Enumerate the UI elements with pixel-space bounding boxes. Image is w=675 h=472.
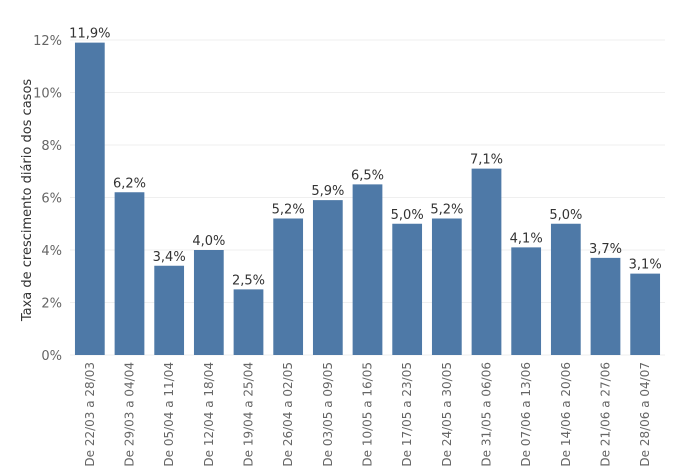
bar [431, 218, 462, 355]
x-tick-label: De 10/05 a 16/05 [361, 362, 375, 467]
data-label: 5,9% [311, 184, 344, 199]
x-tick-label: De 21/06 a 27/06 [599, 362, 613, 467]
y-tick-label: 10% [33, 87, 62, 102]
x-tick-label: De 03/05 a 09/05 [321, 362, 335, 467]
data-label: 5,2% [430, 203, 463, 218]
data-label: 4,0% [192, 234, 225, 249]
x-tick-label: De 05/04 a 11/04 [162, 362, 176, 467]
x-tick-label: De 14/06 a 20/06 [559, 362, 573, 467]
y-tick-label: 6% [41, 192, 62, 207]
data-label: 7,1% [470, 153, 503, 168]
x-tick-label: De 26/04 a 02/05 [281, 362, 295, 467]
bar [590, 257, 621, 355]
y-tick-label: 8% [41, 139, 62, 154]
bars [74, 42, 661, 355]
data-label: 3,1% [629, 258, 662, 273]
bar [392, 223, 423, 355]
y-axis-ticks: 0% 2% 4% 6% 8% 10% 12% [33, 34, 62, 364]
data-label: 11,9% [69, 27, 110, 42]
bar [630, 273, 661, 355]
data-label: 5,2% [272, 203, 305, 218]
y-tick-label: 2% [41, 297, 62, 312]
data-label: 6,5% [351, 168, 384, 183]
y-tick-label: 12% [33, 34, 62, 49]
data-label: 3,7% [589, 242, 622, 257]
bar [74, 42, 105, 355]
x-tick-label: De 07/06 a 13/06 [519, 362, 533, 467]
data-labels: 11,9% 6,2% 3,4% 4,0% 2,5% 5,2% 5,9% 6,5% 5,0% 5,2… [69, 27, 662, 289]
x-tick-label: De 17/05 a 23/05 [400, 362, 414, 467]
x-tick-label: De 24/05 a 30/05 [440, 362, 454, 467]
data-label: 5,0% [391, 208, 424, 223]
data-label: 6,2% [113, 176, 146, 191]
x-tick-label: De 19/04 a 25/04 [242, 362, 256, 467]
bar [233, 289, 264, 355]
bar [154, 265, 185, 355]
bar [273, 218, 304, 355]
bar [312, 200, 343, 355]
x-tick-label: De 12/04 a 18/04 [202, 362, 216, 467]
x-axis-ticks: De 22/03 a 28/03 De 29/03 a 04/04 De 05/04… [83, 362, 652, 467]
x-tick-label: De 31/05 a 06/06 [480, 362, 494, 467]
y-axis-title: Taxa de crescimento diário dos casos [20, 79, 35, 323]
data-label: 3,4% [153, 250, 186, 265]
x-tick-label: De 29/03 a 04/04 [123, 362, 137, 467]
x-tick-label: De 28/06 a 04/07 [638, 362, 652, 467]
y-tick-label: 4% [41, 244, 62, 259]
data-label: 5,0% [549, 208, 582, 223]
bar [193, 250, 224, 355]
bar [471, 168, 502, 355]
bar [352, 184, 383, 355]
data-label: 4,1% [510, 231, 543, 246]
x-tick-label: De 22/03 a 28/03 [83, 362, 97, 467]
y-tick-label: 0% [41, 349, 62, 364]
bar [114, 192, 145, 355]
bar [550, 223, 581, 355]
bar [511, 247, 542, 355]
data-label: 2,5% [232, 273, 265, 288]
